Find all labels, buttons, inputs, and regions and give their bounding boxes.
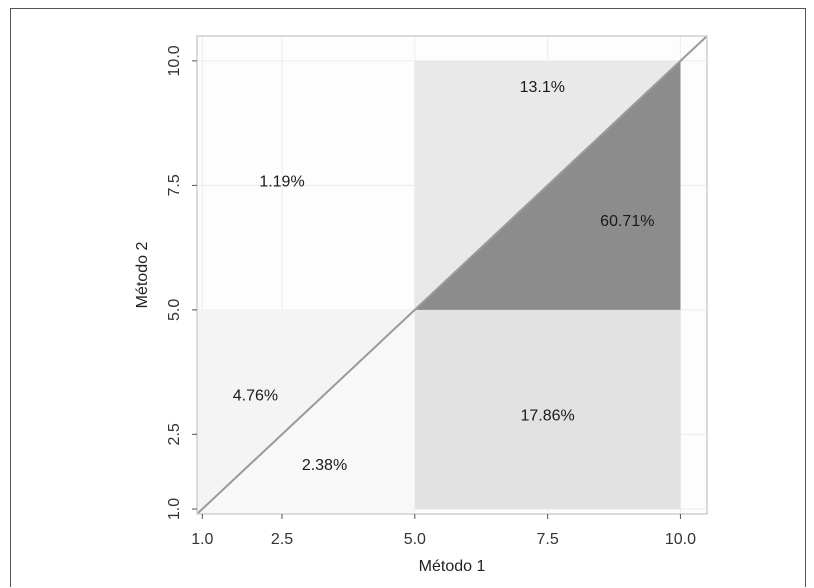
region-percent-label: 17.86% [520, 407, 574, 424]
chart: 1.0 2.5 5.0 7.5 10.0 1.02.55.07.510.0 1.19%1… [134, 35, 708, 575]
region-percent-label: 4.76% [233, 388, 278, 405]
x-tick-label: 5.0 [404, 531, 426, 548]
x-tick-label: 1.0 [191, 531, 213, 548]
y-tick-label: 7.5 [166, 174, 183, 196]
y-tick-label: 5.0 [166, 299, 183, 321]
region-percent-label: 2.38% [302, 457, 347, 474]
plot-border [196, 35, 708, 515]
x-tick-label: 7.5 [537, 531, 559, 548]
x-axis-title: Método 1 [419, 558, 486, 575]
figure-frame: 1.0 2.5 5.0 7.5 10.0 1.0 2.5 5.0 7.5 10.0 1.19% 1… [10, 8, 806, 587]
x-tick-label: 2.5 [271, 531, 293, 548]
region-lower-right [414, 309, 681, 510]
y-tick-label: 10.0 [166, 45, 183, 76]
x-tick-label: 10.0 [665, 531, 696, 548]
region-percent-label: 60.71% [600, 213, 654, 230]
region-percent-label: 13.1% [520, 79, 565, 96]
y-tick-label: 1.0 [166, 498, 183, 520]
region-annotations: 1.19% 13.1% 60.71% 4.76% 17.86% 2.38% [233, 79, 655, 474]
y-axis-ticks: 1.0 2.5 5.0 7.5 10.0 [166, 45, 197, 520]
y-tick-label: 2.5 [166, 423, 183, 445]
x-axis-ticks: 1.0 2.5 5.0 7.5 10.0 [191, 514, 696, 548]
region-percent-label: 1.19% [259, 173, 304, 190]
diagonal-line [196, 35, 708, 515]
y-axis-title: Método 2 [134, 242, 151, 309]
